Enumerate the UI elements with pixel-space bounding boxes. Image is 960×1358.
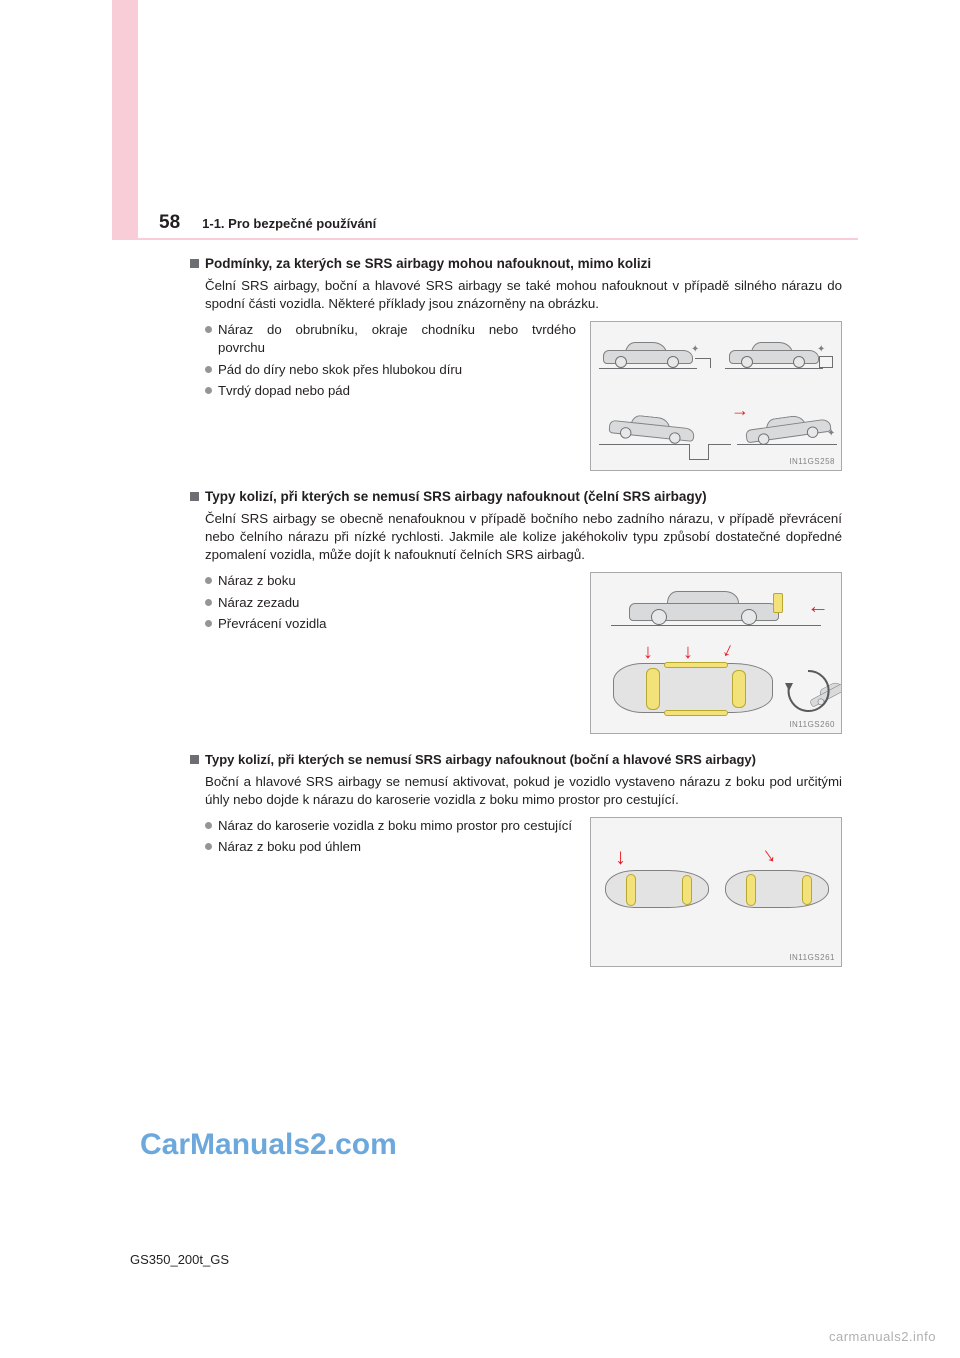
footer-site: carmanuals2.info — [829, 1329, 936, 1344]
header-rule — [138, 238, 858, 240]
chapter-color-tab — [112, 0, 138, 240]
list-item: Náraz do obrubníku, okraje chodníku nebo… — [205, 321, 576, 357]
heading-text: Typy kolizí, při kterých se nemusí SRS a… — [205, 489, 707, 504]
section-heading: Typy kolizí, při kterých se nemusí SRS a… — [190, 752, 842, 767]
bullet-text: Náraz z boku pod úhlem — [218, 838, 361, 856]
list-item: Náraz zezadu — [205, 594, 576, 612]
dot-icon — [205, 366, 212, 373]
dot-icon — [205, 620, 212, 627]
section-paragraph: Boční a hlavové SRS airbagy se nemusí ak… — [205, 773, 842, 809]
dot-icon — [205, 577, 212, 584]
section-heading: Typy kolizí, při kterých se nemusí SRS a… — [190, 489, 842, 504]
figure-caption: IN11GS261 — [789, 953, 835, 962]
dot-icon — [205, 822, 212, 829]
bullet-text: Náraz zezadu — [218, 594, 299, 612]
bullets-figure-row: Náraz z boku Náraz zezadu Převrácení voz… — [205, 572, 842, 734]
list-item: Tvrdý dopad nebo pád — [205, 382, 576, 400]
bullet-text: Převrácení vozidla — [218, 615, 326, 633]
square-bullet-icon — [190, 259, 199, 268]
bullet-list: Náraz z boku Náraz zezadu Převrácení voz… — [205, 572, 576, 637]
square-bullet-icon — [190, 755, 199, 764]
bullet-list: Náraz do karoserie vozidla z boku mimo p… — [205, 817, 576, 861]
page-number: 58 — [159, 212, 180, 234]
figure-caption: IN11GS260 — [789, 720, 835, 729]
rollover-arrow-icon — [783, 665, 833, 715]
dot-icon — [205, 326, 212, 333]
section-block: Podmínky, za kterých se SRS airbagy moho… — [190, 256, 842, 471]
heading-text: Typy kolizí, při kterých se nemusí SRS a… — [205, 752, 756, 767]
dot-icon — [205, 387, 212, 394]
bullet-list: Náraz do obrubníku, okraje chodníku nebo… — [205, 321, 576, 404]
page-content: Podmínky, za kterých se SRS airbagy moho… — [190, 256, 842, 985]
bullet-text: Tvrdý dopad nebo pád — [218, 382, 350, 400]
watermark-text: CarManuals2.com — [140, 1128, 397, 1162]
illustration: ← ↓ ↓ ↓ IN11GS260 — [590, 572, 842, 734]
list-item: Náraz z boku — [205, 572, 576, 590]
list-item: Převrácení vozidla — [205, 615, 576, 633]
section-paragraph: Čelní SRS airbagy se obecně nenafouknou … — [205, 510, 842, 564]
illustration: ✦ ✦ → ✦ IN11GS258 — [590, 321, 842, 471]
section-label: 1-1. Pro bezpečné používání — [202, 216, 376, 231]
list-item: Pád do díry nebo skok přes hlubokou díru — [205, 361, 576, 379]
page-header: 58 1-1. Pro bezpečné používání — [159, 212, 849, 234]
footer-model: GS350_200t_GS — [130, 1252, 229, 1267]
section-block: Typy kolizí, při kterých se nemusí SRS a… — [190, 752, 842, 967]
bullet-text: Náraz do obrubníku, okraje chodníku nebo… — [218, 321, 576, 357]
section-block: Typy kolizí, při kterých se nemusí SRS a… — [190, 489, 842, 734]
square-bullet-icon — [190, 492, 199, 501]
heading-text: Podmínky, za kterých se SRS airbagy moho… — [205, 256, 651, 271]
figure-caption: IN11GS258 — [789, 457, 835, 466]
section-paragraph: Čelní SRS airbagy, boční a hlavové SRS a… — [205, 277, 842, 313]
bullets-figure-row: Náraz do karoserie vozidla z boku mimo p… — [205, 817, 842, 967]
bullets-figure-row: Náraz do obrubníku, okraje chodníku nebo… — [205, 321, 842, 471]
bullet-text: Náraz do karoserie vozidla z boku mimo p… — [218, 817, 572, 835]
list-item: Náraz z boku pod úhlem — [205, 838, 576, 856]
dot-icon — [205, 843, 212, 850]
bullet-text: Pád do díry nebo skok přes hlubokou díru — [218, 361, 462, 379]
list-item: Náraz do karoserie vozidla z boku mimo p… — [205, 817, 576, 835]
section-heading: Podmínky, za kterých se SRS airbagy moho… — [190, 256, 842, 271]
bullet-text: Náraz z boku — [218, 572, 296, 590]
dot-icon — [205, 599, 212, 606]
illustration: ↓ ↓ IN11GS261 — [590, 817, 842, 967]
